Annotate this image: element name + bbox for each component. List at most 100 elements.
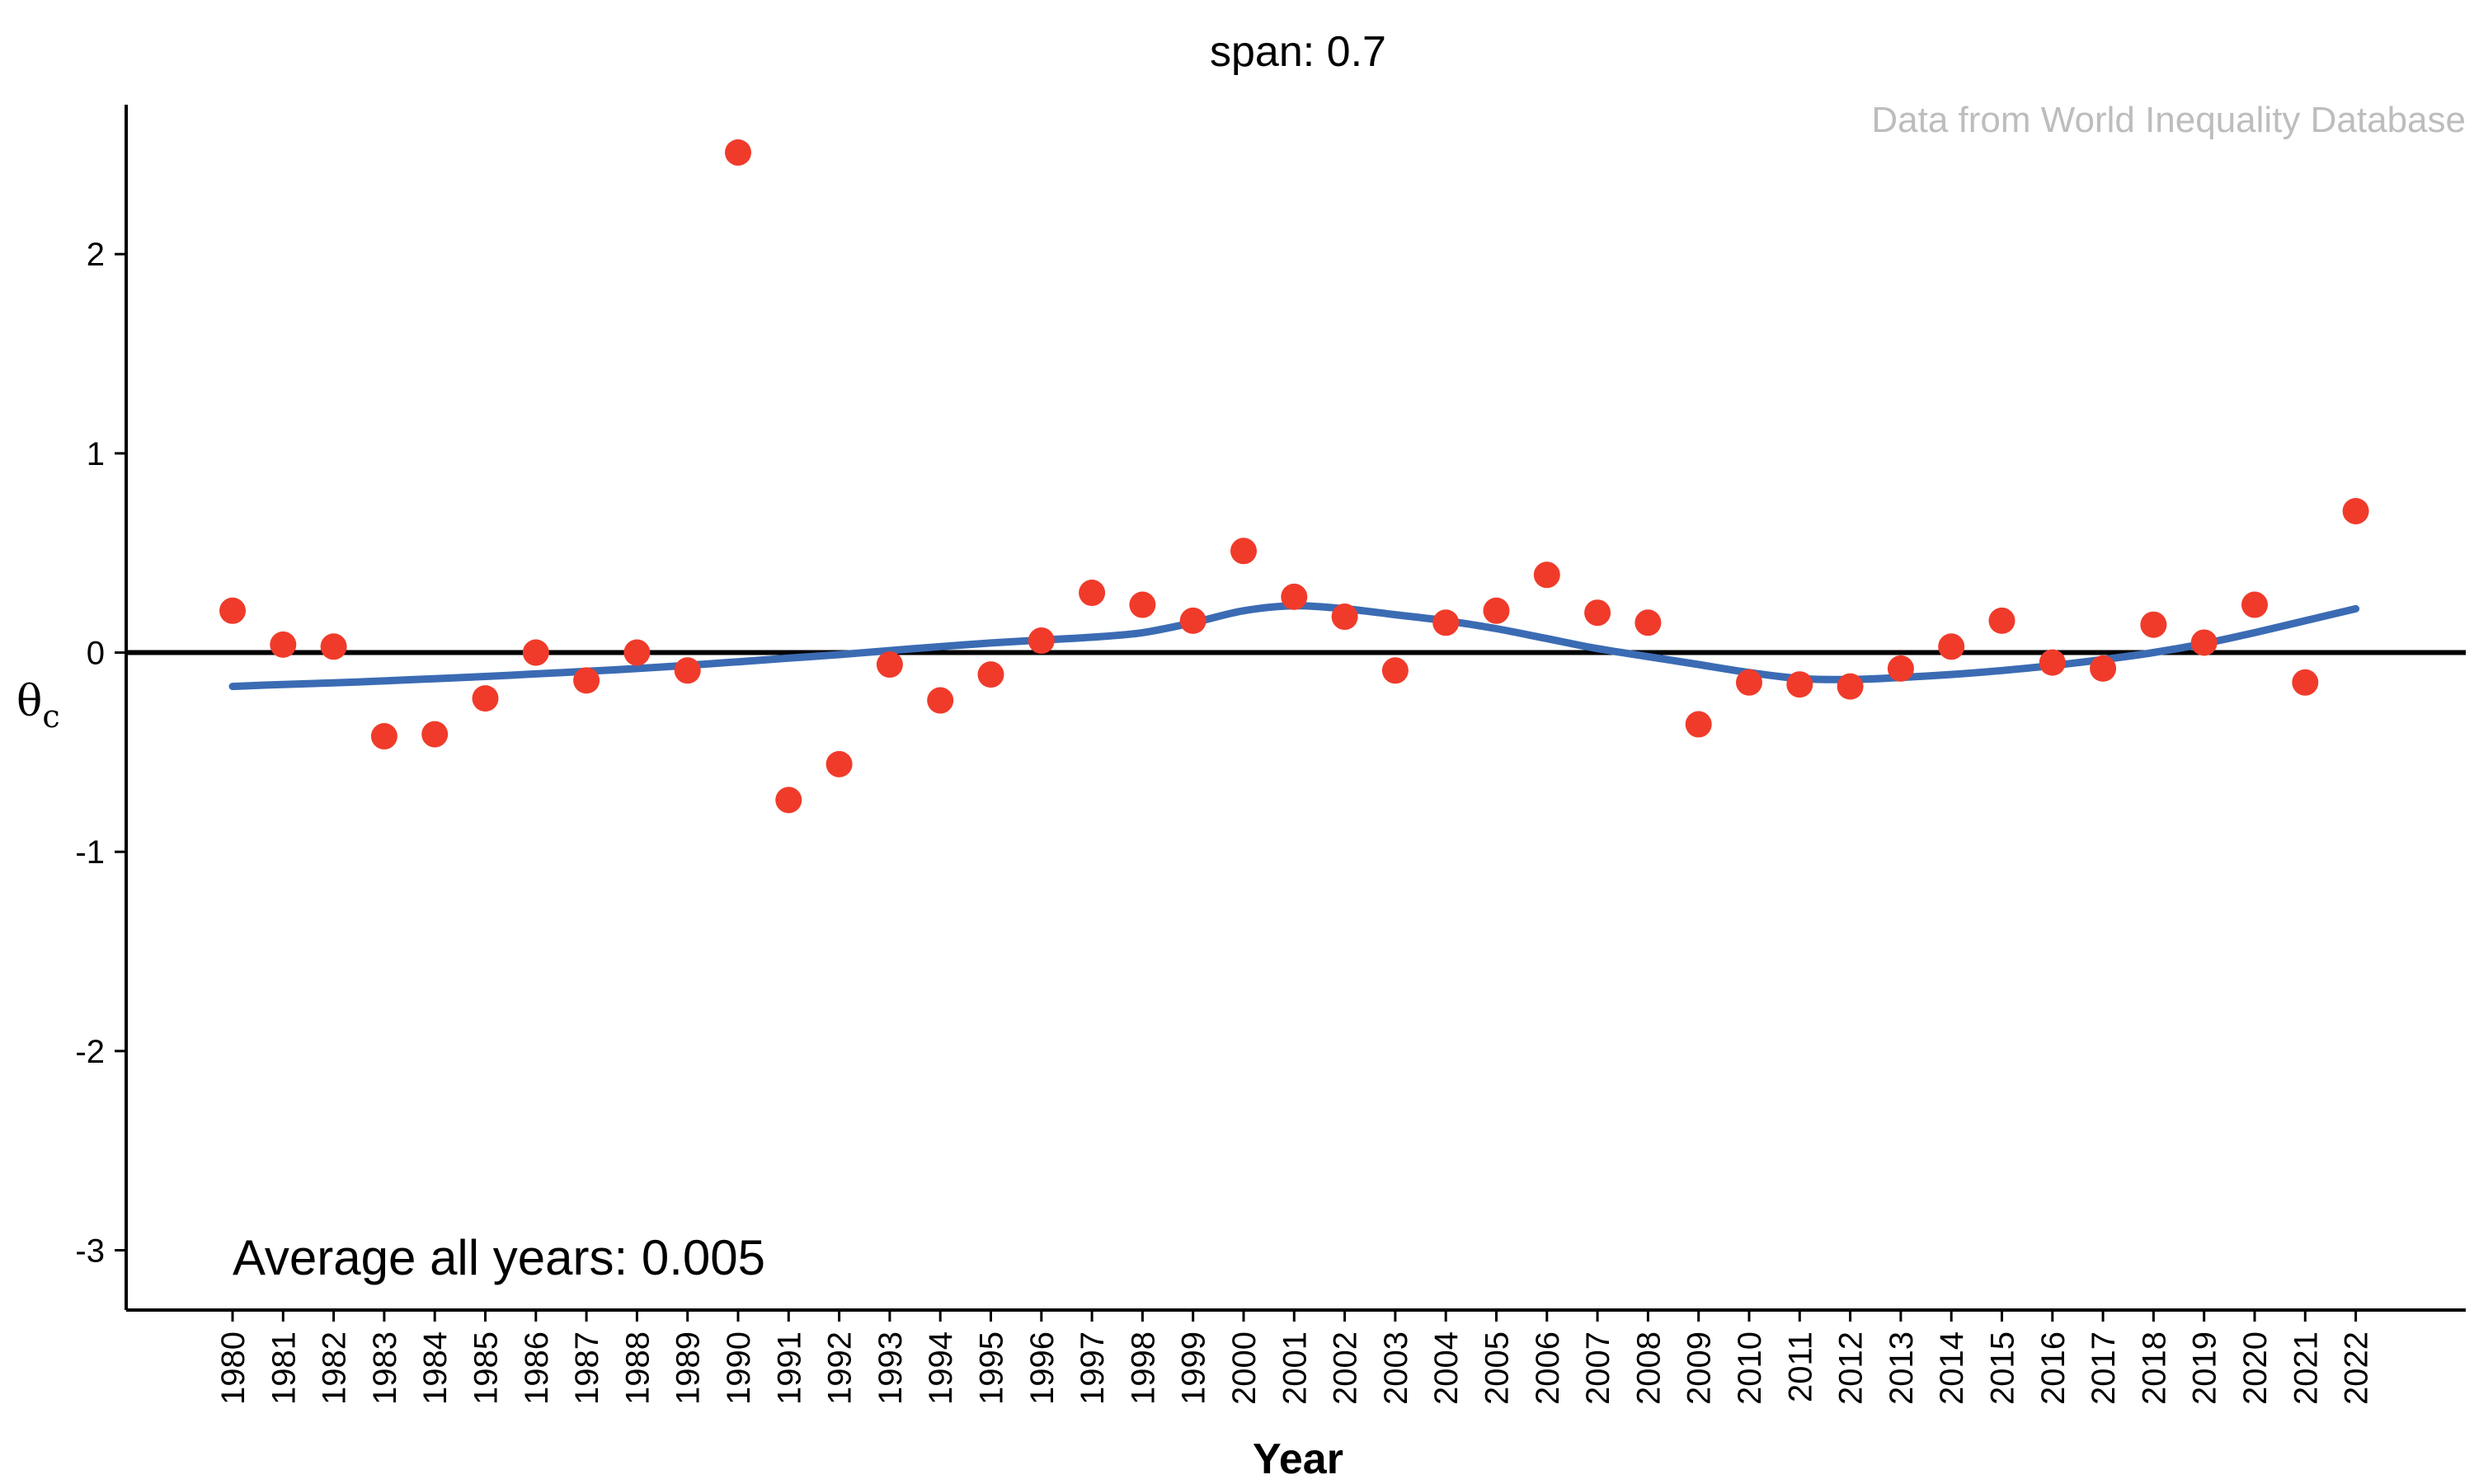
data-point <box>1079 580 1106 607</box>
x-tick-label: 2017 <box>2086 1331 2122 1405</box>
data-point <box>2039 649 2066 676</box>
data-point <box>1736 669 1762 696</box>
x-tick-label: 2014 <box>1934 1331 1970 1405</box>
data-point <box>1381 657 1409 684</box>
x-tick-label: 2012 <box>1833 1331 1870 1405</box>
data-point <box>370 723 397 750</box>
data-point <box>421 721 449 748</box>
x-tick-label: 1997 <box>1075 1331 1111 1405</box>
y-tick-label: 2 <box>87 237 105 273</box>
data-point <box>1786 671 1813 698</box>
data-point <box>1988 607 2015 634</box>
x-tick-label: 2005 <box>1479 1331 1516 1405</box>
data-point <box>825 750 853 777</box>
y-axis-label: θc <box>16 677 60 735</box>
x-tick-label: 2009 <box>1681 1331 1718 1405</box>
x-axis: 1980 1981 1982 1983 1984 1985 1986 1987 1988 1989… <box>126 1308 2466 1405</box>
x-tick-label: 1995 <box>974 1331 1010 1405</box>
data-point <box>1230 538 1257 565</box>
data-point <box>1129 591 1156 618</box>
data-point <box>977 661 1004 688</box>
y-tick-label: 0 <box>87 636 105 672</box>
data-point <box>623 639 651 666</box>
y-axis-label-symbol: θ <box>16 677 42 726</box>
x-tick-label: 1989 <box>670 1331 707 1405</box>
x-tick-label: 1990 <box>721 1331 757 1405</box>
source-note: Data from World Inequality Database <box>1871 100 2466 140</box>
x-tick-label: 2007 <box>1580 1331 1616 1405</box>
data-point <box>1179 607 1206 634</box>
data-point <box>1634 609 1662 636</box>
data-point <box>270 631 297 658</box>
x-tick-label: 1999 <box>1176 1331 1212 1405</box>
data-point <box>2342 497 2369 524</box>
smooth-line-layer <box>228 602 2360 691</box>
y-axis: -3 -2 -1 0 1 2 <box>75 105 128 1310</box>
data-point <box>1281 583 1308 610</box>
data-point <box>1483 597 1510 624</box>
x-tick-label: 2018 <box>2136 1331 2172 1405</box>
data-point <box>1432 609 1460 636</box>
y-tick-label: -2 <box>75 1034 105 1070</box>
x-tick-label: 1982 <box>317 1331 353 1405</box>
data-point <box>2241 591 2268 618</box>
y-axis-label-subscript: c <box>42 698 59 735</box>
x-tick-label: 2022 <box>2339 1331 2375 1405</box>
data-point <box>674 657 701 684</box>
data-point <box>1331 603 1358 631</box>
x-tick-label: 2008 <box>1630 1331 1667 1405</box>
points-layer <box>219 139 2369 814</box>
x-tick-label: 1981 <box>266 1331 302 1405</box>
x-tick-label: 1985 <box>468 1331 505 1405</box>
x-tick-label: 1996 <box>1024 1331 1061 1405</box>
data-point <box>1938 633 1965 660</box>
x-tick-label: 1988 <box>619 1331 656 1405</box>
x-axis-label: Year <box>1253 1435 1343 1483</box>
data-point <box>2292 669 2319 696</box>
data-point <box>876 651 903 679</box>
data-point <box>573 667 600 694</box>
data-point <box>1837 673 1864 700</box>
average-annotation: Average all years: 0.005 <box>233 1230 765 1285</box>
smooth-line <box>228 602 2360 691</box>
x-tick-label: 1980 <box>215 1331 252 1405</box>
x-tick-label: 2021 <box>2288 1331 2324 1405</box>
data-point <box>522 639 549 666</box>
data-point <box>2140 611 2167 638</box>
x-tick-label: 2013 <box>1884 1331 1920 1405</box>
x-tick-label: 1991 <box>771 1331 807 1405</box>
data-point <box>320 633 347 660</box>
x-tick-label: 1994 <box>923 1331 959 1405</box>
y-tick-label: 1 <box>87 436 105 472</box>
x-tick-label: 1993 <box>872 1331 909 1405</box>
data-point <box>1887 655 1914 682</box>
y-tick-label: -3 <box>75 1233 105 1270</box>
x-tick-label: 1986 <box>519 1331 555 1405</box>
data-point <box>2090 655 2117 682</box>
x-tick-label: 1998 <box>1125 1331 1161 1405</box>
data-point <box>1028 627 1055 655</box>
chart-title: span: 0.7 <box>1210 28 1386 76</box>
data-point <box>725 139 751 166</box>
data-point <box>219 597 246 624</box>
x-tick-label: 2015 <box>1985 1331 2021 1405</box>
x-tick-label: 1987 <box>569 1331 605 1405</box>
x-tick-label: 2003 <box>1378 1331 1414 1405</box>
data-point <box>472 685 499 712</box>
x-tick-label: 2020 <box>2237 1331 2274 1405</box>
y-tick-label: -1 <box>75 834 105 871</box>
data-point <box>1685 711 1712 738</box>
data-point <box>775 787 802 814</box>
data-point <box>2190 629 2218 656</box>
data-point <box>1533 561 1560 589</box>
x-tick-label: 2016 <box>2035 1331 2072 1405</box>
x-tick-label: 1984 <box>417 1331 454 1405</box>
x-tick-label: 1992 <box>822 1331 858 1405</box>
x-tick-label: 2010 <box>1732 1331 1768 1405</box>
x-tick-label: 2004 <box>1428 1331 1465 1405</box>
x-tick-label: 2002 <box>1328 1331 1364 1405</box>
x-tick-label: 2006 <box>1530 1331 1566 1405</box>
data-point <box>927 687 954 714</box>
x-tick-label: 1983 <box>367 1331 403 1405</box>
